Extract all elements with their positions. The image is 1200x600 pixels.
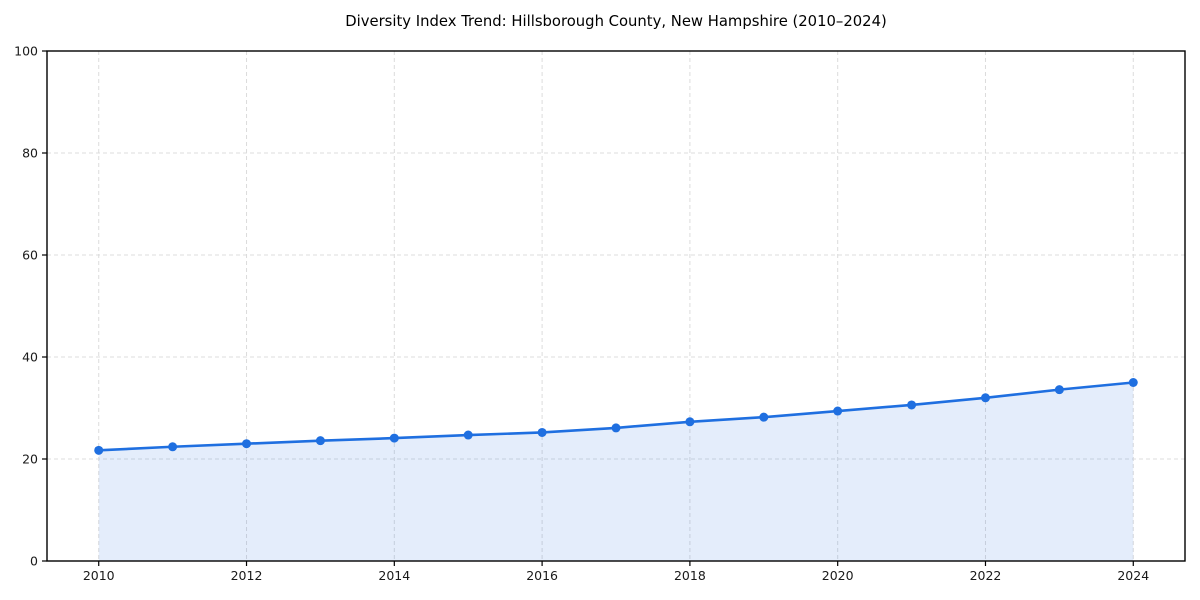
x-tick-label: 2018 [674,568,706,583]
y-tick-label: 0 [30,554,38,569]
y-tick-label: 40 [22,350,38,365]
data-point [537,427,547,437]
data-point [685,417,695,427]
x-tick-label: 2014 [378,568,410,583]
data-point [94,445,104,455]
area-fill [98,382,1134,561]
x-tick-label: 2010 [83,568,115,583]
data-point [759,412,769,422]
x-tick-label: 2024 [1117,568,1149,583]
data-point [980,393,990,403]
y-tick-label: 80 [22,146,38,161]
axes-frame [46,50,1186,562]
data-point [611,423,621,433]
data-point [1128,378,1138,387]
data-point [315,436,325,446]
x-tick-label: 2012 [231,568,263,583]
data-point [463,430,473,440]
y-tick-label: 60 [22,248,38,263]
x-tick-label: 2022 [970,568,1002,583]
y-tick-label: 20 [22,452,38,467]
chart-title: Diversity Index Trend: Hillsborough Coun… [345,13,887,30]
data-point [168,442,178,452]
data-point [1054,385,1064,395]
y-tick-label: 100 [14,44,38,59]
data-point [389,433,399,443]
data-point [907,400,917,410]
x-tick-label: 2020 [822,568,854,583]
data-point [242,439,252,449]
x-tick-label: 2016 [526,568,558,583]
data-point [833,406,843,416]
